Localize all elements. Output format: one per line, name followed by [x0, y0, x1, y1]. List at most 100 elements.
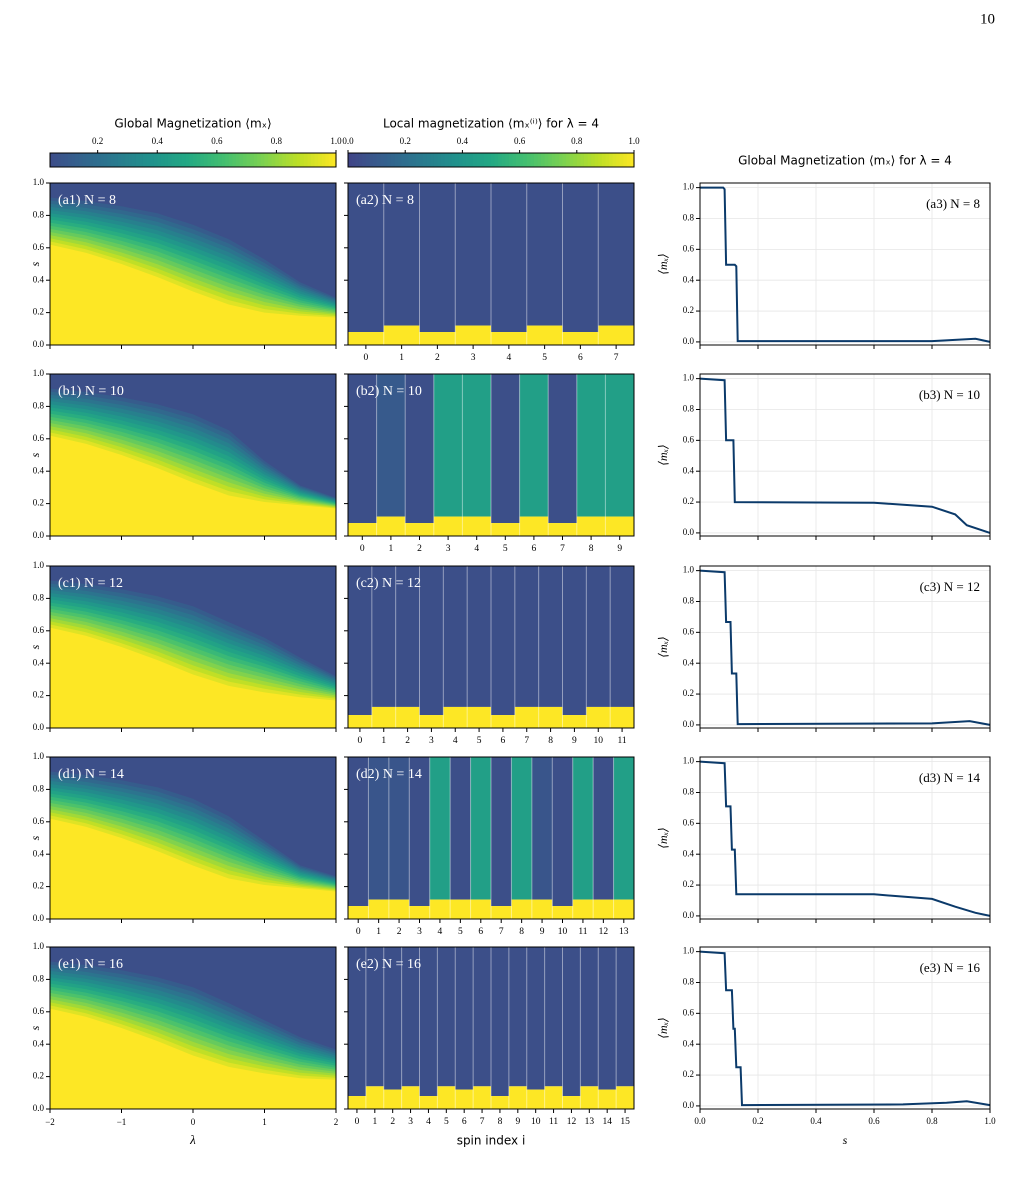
spin-upper [419, 183, 456, 333]
y-tick-label: 0.8 [33, 592, 45, 602]
spin-lower [419, 332, 456, 345]
x-tick-label: 3 [417, 927, 422, 937]
y-tick-label: 1.0 [33, 751, 45, 761]
colorbar-segment [150, 153, 155, 167]
y-tick-label: 0.4 [33, 274, 45, 284]
colorbar-segment [405, 153, 410, 167]
colorbar-segment [519, 153, 524, 167]
spin-lower [511, 899, 533, 919]
spin-lower [598, 325, 635, 345]
y-tick-label: 1.0 [683, 756, 695, 766]
colorbar-tick-label: 0.8 [571, 136, 583, 146]
spin-upper [383, 947, 402, 1090]
panel-frame [347, 373, 635, 537]
y-tick-label: 0.4 [683, 848, 695, 858]
panel-frame [347, 756, 635, 920]
spin-upper [371, 566, 396, 707]
spin-upper [562, 183, 599, 333]
colorbar-segment [469, 153, 474, 167]
colorbar-segment [526, 153, 531, 167]
colorbar-segment [576, 153, 581, 167]
x-tick-label: 0.4 [810, 1116, 822, 1126]
panel-label: (d1) N = 14 [58, 767, 124, 782]
spin-upper [419, 566, 444, 716]
y-axis-label: s [28, 452, 42, 457]
spin-upper [491, 374, 520, 524]
spin-upper [511, 757, 533, 900]
spin-upper [455, 947, 474, 1090]
x-tick-label: 1 [372, 1117, 377, 1127]
spin-lower [419, 715, 444, 728]
colorbar-segment [289, 153, 294, 167]
colorbar-segment [178, 153, 183, 167]
colorbar-tick-label: 0.2 [92, 136, 103, 146]
colorbar-segment [390, 153, 396, 167]
panel-frame [347, 565, 635, 729]
colorbar-segment [232, 153, 237, 167]
y-axis-label: ⟨mₓ⟩ [656, 253, 670, 274]
spin-upper [598, 183, 635, 326]
x-tick-label: 6 [478, 927, 483, 937]
y-tick-label: 0.8 [683, 787, 695, 797]
colorbar-segment [480, 153, 485, 167]
spin-upper [613, 757, 635, 900]
spin-upper [433, 374, 463, 517]
y-tick-label: 0.0 [683, 336, 695, 346]
spin-upper [610, 566, 635, 707]
colorbar-segment [516, 153, 521, 167]
colorbar-segment [243, 153, 248, 167]
spin-upper [348, 374, 377, 524]
colorbar-segment [89, 153, 94, 167]
y-tick-label: 1.0 [33, 560, 45, 570]
colorbar-segment [228, 153, 233, 167]
magnetization-line [699, 760, 991, 917]
spin-lower [491, 906, 512, 919]
colorbar-segment [608, 153, 614, 167]
colorbar-segment [444, 153, 449, 167]
x-tick-label: 1 [381, 736, 386, 746]
colorbar-tick-label: 1.0 [628, 136, 640, 146]
colorbar-segment [362, 153, 367, 167]
x-tick-label: 0.0 [694, 1116, 706, 1126]
colorbar-segment [142, 153, 148, 167]
colorbar-segment [530, 153, 535, 167]
x-tick-label: 12 [567, 1117, 577, 1127]
x-tick-label: 6 [501, 736, 506, 746]
spin-lower [605, 516, 635, 536]
x-tick-label: 0.8 [926, 1116, 938, 1126]
y-tick-label: 0.2 [33, 307, 44, 317]
spin-lower [616, 1086, 635, 1109]
colorbar-segment [398, 153, 403, 167]
colorbar-segment [473, 153, 478, 167]
y-tick-label: 0.6 [33, 625, 45, 635]
x-tick-label: 3 [429, 736, 434, 746]
panel-frame [347, 946, 635, 1110]
colorbar-frame [49, 152, 337, 168]
spin-lower [508, 1086, 528, 1109]
y-tick-label: 0.2 [683, 688, 694, 698]
panel-label: (a3) N = 8 [926, 196, 980, 211]
colorbar-segment [351, 153, 356, 167]
panel-label: (e1) N = 16 [58, 957, 123, 972]
spin-lower [491, 715, 516, 728]
spin-upper [491, 757, 512, 907]
y-tick-label: 0.2 [683, 305, 694, 315]
colorbar-segment [85, 153, 90, 167]
colorbar-segment [250, 153, 255, 167]
spin-lower [562, 332, 599, 345]
spin-lower [467, 706, 492, 728]
colorbar-segment [623, 153, 628, 167]
y-tick-label: 0.2 [33, 1071, 44, 1081]
colorbar-segment [591, 153, 596, 167]
spin-lower [388, 899, 410, 919]
spin-upper [348, 947, 367, 1097]
colorbar-segment [365, 153, 371, 167]
spin-upper [605, 374, 635, 517]
x-tick-label: −2 [45, 1117, 55, 1127]
colorbar-segment [196, 153, 201, 167]
y-tick-label: 0.6 [683, 1007, 695, 1017]
spin-upper [348, 183, 385, 333]
spin-upper [538, 566, 563, 707]
colorbar-segment [318, 153, 323, 167]
